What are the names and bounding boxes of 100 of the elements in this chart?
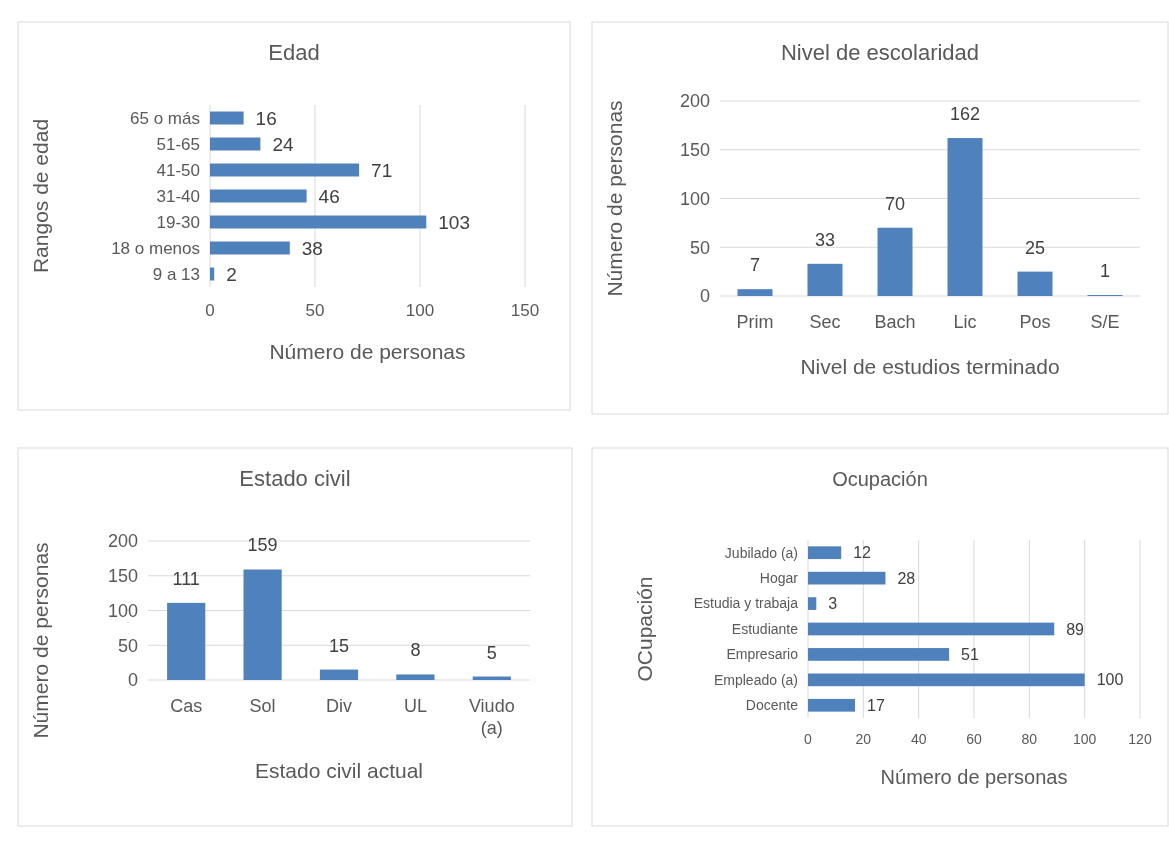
bar: [167, 602, 206, 680]
bar: [808, 673, 1085, 687]
x-tick-label: UL: [403, 696, 427, 716]
data-label: 2: [226, 263, 237, 285]
data-label: 16: [255, 107, 277, 129]
bar: [210, 215, 427, 229]
y-tick-label: Empleado (a): [713, 671, 798, 688]
x-tick-label: S/E: [1090, 312, 1120, 332]
x-axis-title: Número de personas: [880, 766, 1068, 788]
y-tick-label: 100: [679, 188, 710, 209]
x-tick-label: Bach: [874, 312, 916, 332]
bar: [808, 622, 1055, 636]
x-tick-label: 100: [1072, 731, 1097, 747]
y-tick-label: 200: [679, 91, 710, 112]
data-label: 103: [438, 211, 470, 233]
data-label: 100: [1096, 671, 1124, 689]
data-label: 17: [867, 696, 885, 714]
x-tick-label: Pos: [1019, 312, 1051, 332]
y-axis-title: Número de personas: [29, 542, 52, 739]
y-tick-label: Docente: [745, 697, 799, 714]
y-tick-label: Estudiante: [731, 620, 799, 637]
x-tick-label: 120: [1128, 731, 1152, 747]
data-label: 8: [410, 640, 421, 661]
x-tick-label: 60: [966, 731, 982, 747]
bar: [210, 189, 307, 203]
x-axis-title: Nivel de estudios terminado: [800, 355, 1060, 378]
x-tick-label: 40: [910, 731, 927, 747]
y-axis-title: Rangos de edad: [29, 118, 52, 274]
y-tick-label: 31-40: [156, 186, 200, 206]
bar: [808, 648, 950, 661]
data-label: 38: [301, 237, 323, 259]
y-tick-label: 0: [699, 286, 710, 307]
bar: [808, 546, 842, 560]
y-tick-label: 51-65: [156, 134, 200, 154]
x-tick-label: Lic: [953, 312, 977, 332]
data-label: 70: [884, 193, 906, 214]
data-label: 15: [328, 635, 350, 656]
y-tick-label: 19-30: [156, 212, 200, 232]
data-label: 7: [749, 255, 761, 276]
bar: [210, 111, 244, 125]
data-label: 24: [272, 133, 294, 155]
y-tick-label: 50: [117, 635, 138, 656]
x-tick-label: 0: [205, 301, 215, 320]
data-label: 12: [853, 544, 872, 562]
data-label: 5: [486, 642, 497, 663]
x-tick-label: Prim: [736, 312, 774, 332]
bar: [807, 263, 843, 296]
x-tick-label: Sol: [249, 696, 276, 716]
data-label: 89: [1066, 620, 1085, 638]
x-tick-label: Sec: [809, 312, 841, 332]
data-label: 159: [247, 535, 278, 556]
x-tick-label: Viudo (a): [468, 696, 515, 738]
x-tick-label: Div: [326, 696, 352, 716]
bar: [210, 241, 290, 255]
bar: [737, 289, 773, 296]
x-tick-label: 100: [405, 301, 435, 320]
bar: [808, 698, 856, 712]
bar: [243, 569, 282, 680]
x-tick-label: 150: [510, 301, 540, 320]
bar: [808, 571, 886, 585]
y-tick-label: Hogar: [759, 570, 799, 587]
y-tick-label: 50: [689, 237, 710, 258]
bar: [947, 138, 983, 296]
x-axis-title: Número de personas: [269, 340, 466, 363]
y-tick-label: 200: [107, 531, 138, 552]
x-tick-label: Cas: [170, 696, 203, 716]
y-tick-label: 0: [127, 670, 138, 691]
bar: [396, 674, 435, 680]
bar: [210, 267, 215, 281]
y-tick-label: 150: [679, 140, 710, 161]
y-axis-title: OCupación: [633, 576, 656, 682]
y-tick-label: 100: [107, 600, 138, 621]
data-label: 33: [814, 229, 836, 250]
bar: [877, 227, 913, 296]
data-label: 46: [318, 185, 340, 207]
data-label: 1: [1099, 261, 1111, 282]
y-tick-label: 18 o menos: [111, 238, 200, 258]
bar: [210, 137, 261, 151]
y-tick-label: Estudia y trabaja: [693, 595, 799, 612]
x-tick-label: 50: [305, 301, 325, 320]
data-label: 162: [949, 104, 981, 125]
y-tick-label: 150: [107, 566, 138, 587]
y-tick-label: 65 o más: [130, 108, 200, 128]
data-label: 111: [172, 568, 200, 589]
y-tick-label: 9 a 13: [152, 264, 200, 284]
x-tick-label: 80: [1021, 731, 1038, 747]
data-label: 28: [897, 569, 916, 587]
data-label: 3: [828, 595, 838, 613]
y-tick-label: 41-50: [156, 160, 200, 180]
bar: [319, 669, 359, 680]
chart-title: Edad: [268, 40, 320, 65]
y-tick-label: Empresario: [726, 646, 799, 663]
chart-title: Nivel de escolaridad: [780, 40, 980, 65]
x-axis-title: Estado civil actual: [254, 759, 424, 782]
x-tick-label: 20: [855, 731, 872, 747]
bar: [1017, 271, 1053, 296]
data-label: 71: [371, 159, 393, 181]
data-label: 51: [961, 646, 979, 664]
x-tick-label: 0: [804, 731, 813, 747]
bar: [210, 163, 360, 177]
